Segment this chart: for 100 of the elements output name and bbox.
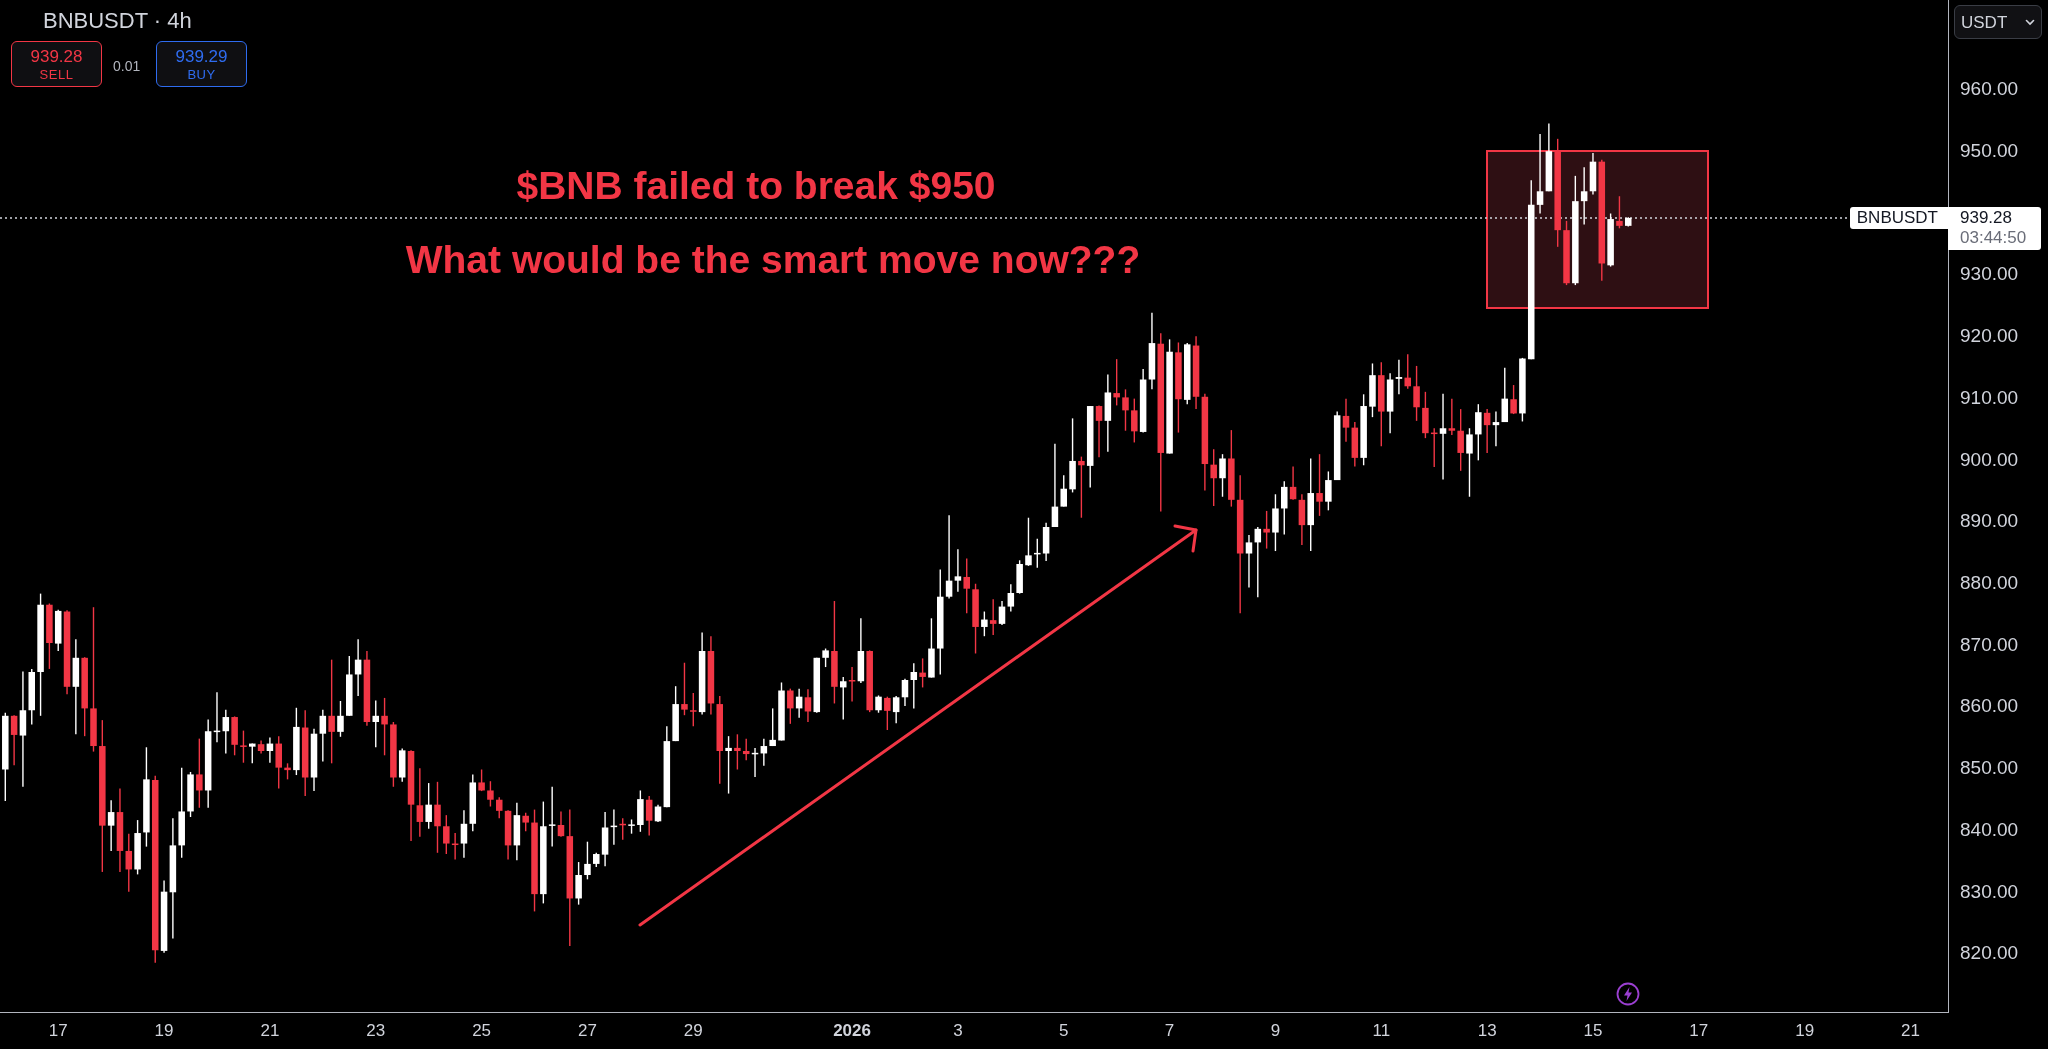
candlestick bbox=[1025, 517, 1032, 567]
candlestick bbox=[848, 666, 856, 703]
candlestick bbox=[963, 557, 970, 615]
y-tick-label: 950.00 bbox=[1960, 140, 2019, 162]
candlestick bbox=[1404, 353, 1412, 390]
candlestick bbox=[557, 810, 565, 838]
candlestick bbox=[1095, 404, 1103, 458]
candlestick bbox=[1281, 480, 1288, 536]
candlestick bbox=[839, 676, 847, 721]
y-tick-label: 840.00 bbox=[1960, 818, 2019, 840]
candlestick bbox=[945, 514, 953, 600]
x-tick-label: 29 bbox=[683, 1020, 703, 1040]
candlestick bbox=[981, 610, 988, 637]
text: 03:44:50 bbox=[1960, 227, 2028, 248]
candlestick bbox=[196, 737, 203, 809]
candlestick bbox=[901, 678, 909, 707]
candlestick bbox=[1316, 453, 1323, 517]
y-tick-label: 890.00 bbox=[1960, 510, 2019, 532]
chart-title: BNBUSDT · 4h bbox=[43, 8, 192, 33]
x-tick-label: 7 bbox=[1164, 1020, 1175, 1040]
x-tick-label: 19 bbox=[1795, 1020, 1815, 1040]
y-tick-label: 920.00 bbox=[1960, 325, 2019, 347]
text: 939.28 bbox=[1960, 207, 2012, 227]
candlestick bbox=[1501, 367, 1509, 423]
candlestick bbox=[1448, 397, 1456, 436]
x-tick-label: 21 bbox=[260, 1020, 280, 1040]
candlestick bbox=[645, 795, 653, 837]
y-tick-label: 820.00 bbox=[1960, 942, 2019, 964]
candlestick bbox=[1122, 388, 1129, 432]
candlestick bbox=[1492, 410, 1500, 447]
candlestick bbox=[425, 782, 432, 830]
x-tick-label: 17 bbox=[48, 1020, 68, 1040]
candlestick bbox=[787, 687, 794, 725]
candlestick bbox=[381, 697, 388, 756]
candlestick bbox=[107, 799, 115, 852]
currency-dropdown: USDT bbox=[1954, 5, 2042, 39]
candlestick bbox=[822, 647, 829, 668]
y-tick-label: 960.00 bbox=[1960, 78, 2019, 100]
candlestick bbox=[769, 707, 776, 747]
x-tick-label: 5 bbox=[1059, 1020, 1069, 1040]
candlestick bbox=[1457, 408, 1464, 472]
candlestick bbox=[337, 700, 344, 738]
candlestick bbox=[1580, 166, 1588, 226]
candlestick bbox=[487, 780, 494, 808]
candlestick bbox=[575, 861, 582, 906]
candlestick bbox=[222, 708, 230, 755]
y-tick-label: 930.00 bbox=[1960, 263, 2019, 285]
y-tick-label: 900.00 bbox=[1960, 448, 2019, 470]
candlestick bbox=[1113, 358, 1120, 407]
candlestick bbox=[1510, 384, 1517, 415]
candlestick bbox=[478, 768, 485, 792]
x-tick-label: 19 bbox=[154, 1020, 174, 1040]
candlestick bbox=[434, 781, 441, 854]
annotation: What would be the smart move now??? bbox=[405, 238, 1141, 282]
y-tick-label: 830.00 bbox=[1960, 880, 2019, 902]
candlestick bbox=[804, 688, 812, 723]
y-tick-label: 870.00 bbox=[1960, 633, 2019, 655]
y-tick-label: 860.00 bbox=[1960, 695, 2019, 717]
candlestick bbox=[954, 548, 962, 593]
candlestick bbox=[690, 692, 697, 727]
x-tick-label: 21 bbox=[1901, 1020, 1920, 1040]
candlestick bbox=[1131, 397, 1138, 444]
annotation: 939.29 bbox=[174, 47, 229, 66]
candlestick bbox=[989, 598, 997, 636]
candlestick bbox=[1007, 583, 1015, 613]
candlestick bbox=[884, 695, 891, 731]
x-tick-label: 27 bbox=[577, 1020, 597, 1040]
candlestick bbox=[1060, 474, 1068, 508]
candlestick bbox=[240, 729, 247, 764]
candlestick bbox=[495, 796, 503, 819]
candlestick bbox=[584, 840, 591, 881]
annotation: 939.28 bbox=[29, 47, 84, 66]
candlestick bbox=[416, 767, 424, 838]
candlestick bbox=[1342, 397, 1350, 443]
candlestick bbox=[734, 733, 741, 771]
candlestick bbox=[1245, 534, 1253, 589]
candlestick bbox=[522, 811, 529, 832]
candlestick bbox=[460, 809, 468, 859]
x-tick-label: 2026 bbox=[833, 1020, 871, 1040]
candlestick bbox=[1263, 510, 1270, 550]
x-tick-label: 25 bbox=[472, 1020, 492, 1040]
candlestick bbox=[1325, 470, 1332, 512]
x-tick-label: 11 bbox=[1372, 1020, 1391, 1040]
y-tick-label: 910.00 bbox=[1960, 386, 2019, 408]
candlestick bbox=[548, 786, 556, 848]
ref-line-label: BNBUSDT bbox=[1849, 206, 1948, 229]
candlestick bbox=[1413, 365, 1420, 422]
x-tick-label: 9 bbox=[1270, 1020, 1281, 1040]
annotation: 0.01 bbox=[113, 58, 141, 74]
annotation: BUY bbox=[186, 67, 217, 82]
candlestick bbox=[319, 708, 327, 763]
candlestick bbox=[1078, 455, 1085, 519]
x-tick-label: 23 bbox=[366, 1020, 386, 1040]
candlestick bbox=[10, 714, 18, 766]
candlestick bbox=[1395, 359, 1403, 396]
candlestick bbox=[328, 658, 335, 765]
candlestick bbox=[1536, 133, 1544, 215]
y-tick-label: 880.00 bbox=[1960, 571, 2019, 593]
candlestick bbox=[372, 699, 380, 748]
annotation: $BNB failed to break $950 bbox=[516, 164, 996, 208]
